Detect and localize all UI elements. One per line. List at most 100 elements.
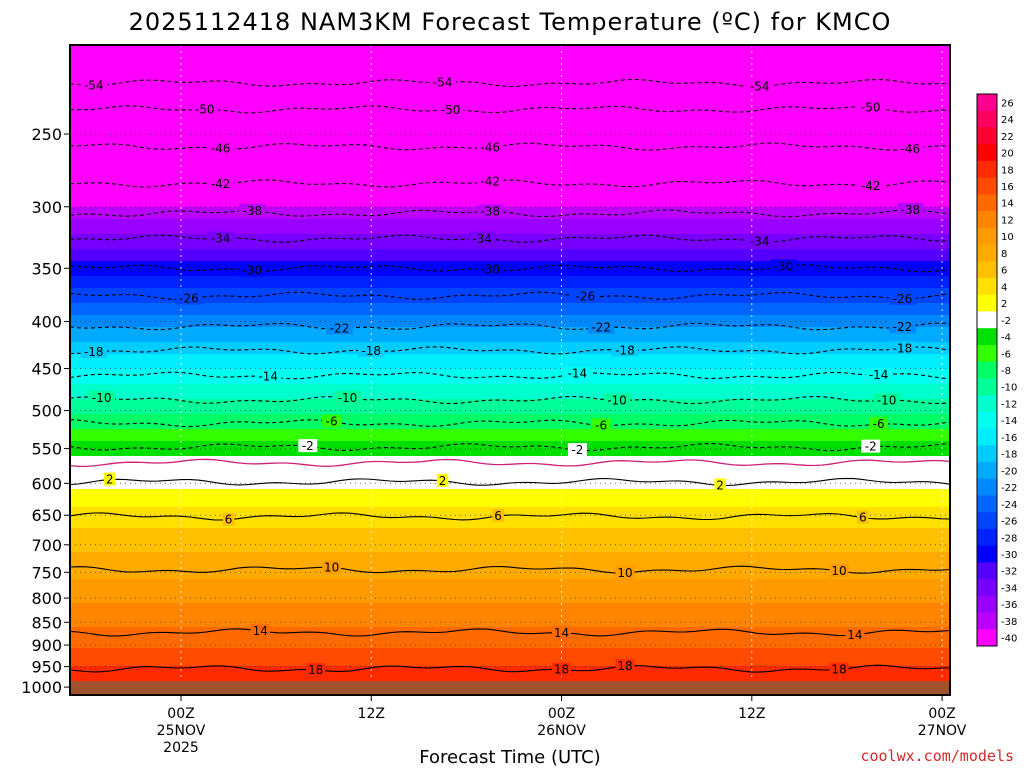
temperature-band [70, 564, 950, 568]
temperature-band [70, 360, 950, 364]
temperature-band [70, 336, 950, 340]
contour-label: -14 [568, 367, 588, 381]
y-tick-label: 600 [31, 474, 62, 493]
contour-line [70, 371, 950, 380]
temperature-band [70, 579, 950, 583]
temperature-band [70, 225, 950, 229]
contour-label-bg [897, 141, 924, 155]
contour-label: -38 [480, 204, 500, 218]
contour-label-bg [239, 263, 266, 277]
temperature-band [70, 636, 950, 640]
temperature-band [70, 186, 950, 190]
contour-label: -54 [433, 75, 453, 89]
temperature-band [70, 519, 950, 523]
contour-label-bg [861, 439, 881, 453]
temperature-band [70, 111, 950, 115]
temperature-band [70, 450, 950, 454]
contour-label: 6 [225, 513, 233, 527]
temperature-band [70, 315, 950, 319]
temperature-band [70, 114, 950, 118]
temperature-band [70, 84, 950, 88]
colorbar-swatch [977, 595, 997, 613]
temperature-band [70, 321, 950, 325]
temperature-band [70, 228, 950, 232]
contour-label: -22 [330, 322, 350, 336]
colorbar-swatch [977, 244, 997, 262]
colorbar-swatch [977, 261, 997, 279]
contour-line [70, 78, 950, 88]
temperature-band [70, 606, 950, 610]
temperature-band [70, 216, 950, 220]
contour-label-bg [80, 344, 108, 358]
contour-label: -14 [258, 370, 278, 384]
contour-label-bg [865, 367, 892, 381]
temperature-band [70, 384, 950, 388]
contour-line [70, 419, 950, 428]
contour-label-bg [897, 202, 924, 216]
temperature-band [70, 210, 950, 214]
temperature-band [70, 237, 950, 241]
contour-label: -2 [865, 440, 877, 454]
ground-strip [70, 681, 950, 695]
temperature-band [70, 603, 950, 607]
colorbar-swatch [977, 562, 997, 580]
contour-label-bg [239, 203, 266, 217]
contour-label: -34 [750, 235, 770, 249]
y-tick-label: 950 [31, 658, 62, 677]
y-tick-label: 800 [31, 589, 62, 608]
temperature-band [70, 486, 950, 490]
colorbar-label: 18 [1001, 165, 1014, 176]
contour-label-bg [476, 140, 504, 154]
colorbar-label: 26 [1001, 98, 1014, 109]
temperature-band [70, 78, 950, 82]
x-tick-label: 12Z [358, 706, 385, 722]
temperature-band [70, 660, 950, 664]
contour-label: -42 [861, 179, 881, 193]
contour-label-bg [322, 414, 342, 428]
colorbar-label: -36 [1001, 600, 1017, 611]
temperature-band [70, 429, 950, 433]
contour-label-bg [469, 231, 496, 245]
temperature-band [70, 90, 950, 94]
contour-label: -26 [576, 290, 596, 304]
temperature-band [70, 390, 950, 394]
temperature-band [70, 651, 950, 655]
contour-line [70, 477, 950, 487]
temperature-band [70, 414, 950, 418]
temperature-band [70, 546, 950, 550]
contour-line [70, 512, 950, 521]
x-tick-label: 26NOV [537, 723, 586, 739]
contour-label: -22 [591, 321, 611, 335]
colorbar-label: -8 [1001, 366, 1011, 377]
temperature-band [70, 171, 950, 175]
contour-label-bg [476, 204, 504, 218]
temperature-band [70, 615, 950, 619]
colorbar-label: -16 [1001, 433, 1017, 444]
colorbar-swatch [977, 495, 997, 513]
temperature-band [70, 354, 950, 358]
contour-label: -46 [211, 141, 231, 155]
temperature-band [70, 234, 950, 238]
temperature-band [70, 531, 950, 535]
contour-label-bg [746, 79, 773, 93]
temperature-band [70, 396, 950, 400]
temperature-band [70, 120, 950, 124]
contour-label: -46 [901, 142, 921, 156]
temperature-band [70, 189, 950, 193]
contour-label: -50 [861, 100, 881, 114]
contour-label: 18 [617, 659, 632, 673]
temperature-band [70, 282, 950, 286]
temperature-band [70, 285, 950, 289]
temperature-band [70, 324, 950, 328]
temperature-band [70, 489, 950, 493]
colorbar-swatch [977, 160, 997, 179]
contour-label: -42 [480, 174, 500, 188]
colorbar-label: 4 [1001, 282, 1007, 293]
temperature-band [70, 555, 950, 559]
temperature-band [70, 87, 950, 91]
colorbar-swatch [977, 344, 997, 363]
temperature-band [70, 147, 950, 151]
contour-label: -6 [595, 418, 607, 432]
colorbar-swatch [977, 612, 997, 630]
